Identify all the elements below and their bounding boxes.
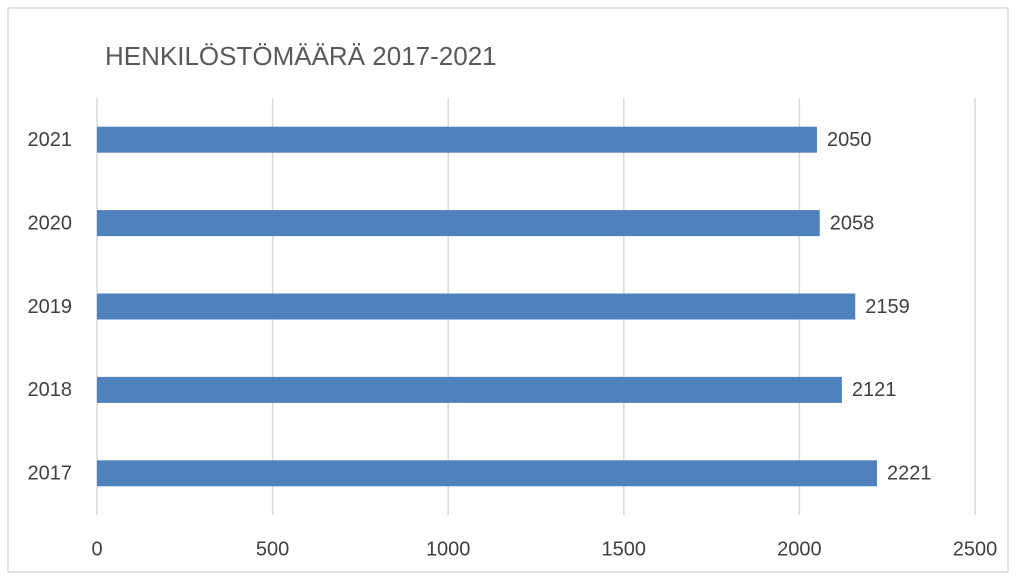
bar (97, 293, 856, 320)
y-tick-label: 2019 (28, 296, 73, 318)
x-tick-label: 500 (256, 538, 289, 560)
data-label: 2050 (827, 129, 872, 151)
y-tick-label: 2017 (28, 463, 73, 485)
x-tick-label: 2000 (777, 538, 822, 560)
chart-title: HENKILÖSTÖMÄÄRÄ 2017-2021 (105, 41, 497, 71)
y-tick-label: 2021 (28, 129, 73, 151)
x-tick-label: 1500 (602, 538, 647, 560)
data-label: 2221 (887, 463, 932, 485)
x-tick-label: 0 (91, 538, 102, 560)
data-label: 2058 (830, 212, 875, 234)
y-tick-label: 2020 (28, 212, 73, 234)
bar (97, 210, 820, 237)
data-label: 2159 (865, 296, 910, 318)
x-tick-label: 1000 (426, 538, 471, 560)
chart-border (7, 7, 1009, 573)
bar (97, 376, 842, 403)
y-tick-label: 2018 (28, 379, 73, 401)
bar (97, 126, 817, 153)
bar (97, 460, 878, 487)
x-tick-label: 2500 (953, 538, 998, 560)
data-label: 2121 (852, 379, 897, 401)
